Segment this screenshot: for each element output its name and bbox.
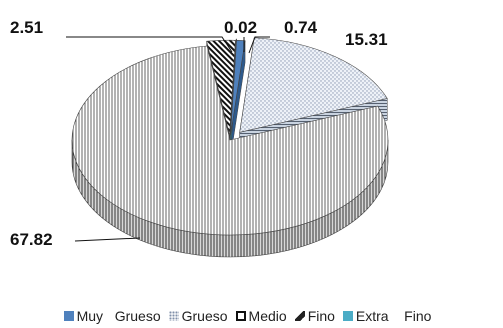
leader-line-medio [74, 237, 141, 242]
legend-item-fino: Fino [294, 308, 335, 324]
data-label-grueso: 15.31 [345, 30, 388, 49]
slice-extra-fino [230, 38, 237, 135]
legend-swatch-extra-fino [342, 311, 353, 321]
data-labels: 0.74 15.31 67.82 2.51 0.02 [10, 18, 388, 249]
leader-line-fino [66, 36, 233, 53]
legend-item-extra-fino: Extra Fino [342, 308, 432, 324]
slice-fino [206, 39, 236, 136]
legend-item-grueso: Grueso [168, 308, 228, 324]
data-label-fino: 2.51 [10, 18, 43, 37]
pie-slices [71, 37, 389, 258]
legend-label-muy-grueso: Muy Grueso [76, 308, 161, 324]
data-label-muy-grueso: 0.74 [284, 18, 318, 37]
data-label-extra-fino: 0.02 [224, 18, 257, 37]
legend-item-medio: Medio [235, 308, 287, 324]
pie-chart: 0.74 15.31 67.82 2.51 0.02 [10, 18, 389, 258]
slice-grueso [239, 37, 388, 133]
legend-label-fino: Fino [307, 308, 335, 324]
legend-label-grueso: Grueso [181, 308, 228, 324]
legend-label-extra-fino: Extra Fino [355, 308, 432, 324]
slice-medio [71, 45, 389, 236]
legend-swatch-medio [235, 311, 246, 321]
legend-swatch-muy-grueso [63, 311, 74, 321]
legend-swatch-fino [294, 311, 305, 321]
leader-line-muy-grueso [248, 36, 270, 54]
legend: Muy Grueso Grueso Medio Fino Extra Fino [0, 306, 503, 326]
legend-label-medio: Medio [248, 308, 287, 324]
legend-swatch-grueso [168, 311, 179, 321]
data-label-medio: 67.82 [10, 230, 53, 249]
legend-item-muy-grueso: Muy Grueso [63, 308, 161, 324]
